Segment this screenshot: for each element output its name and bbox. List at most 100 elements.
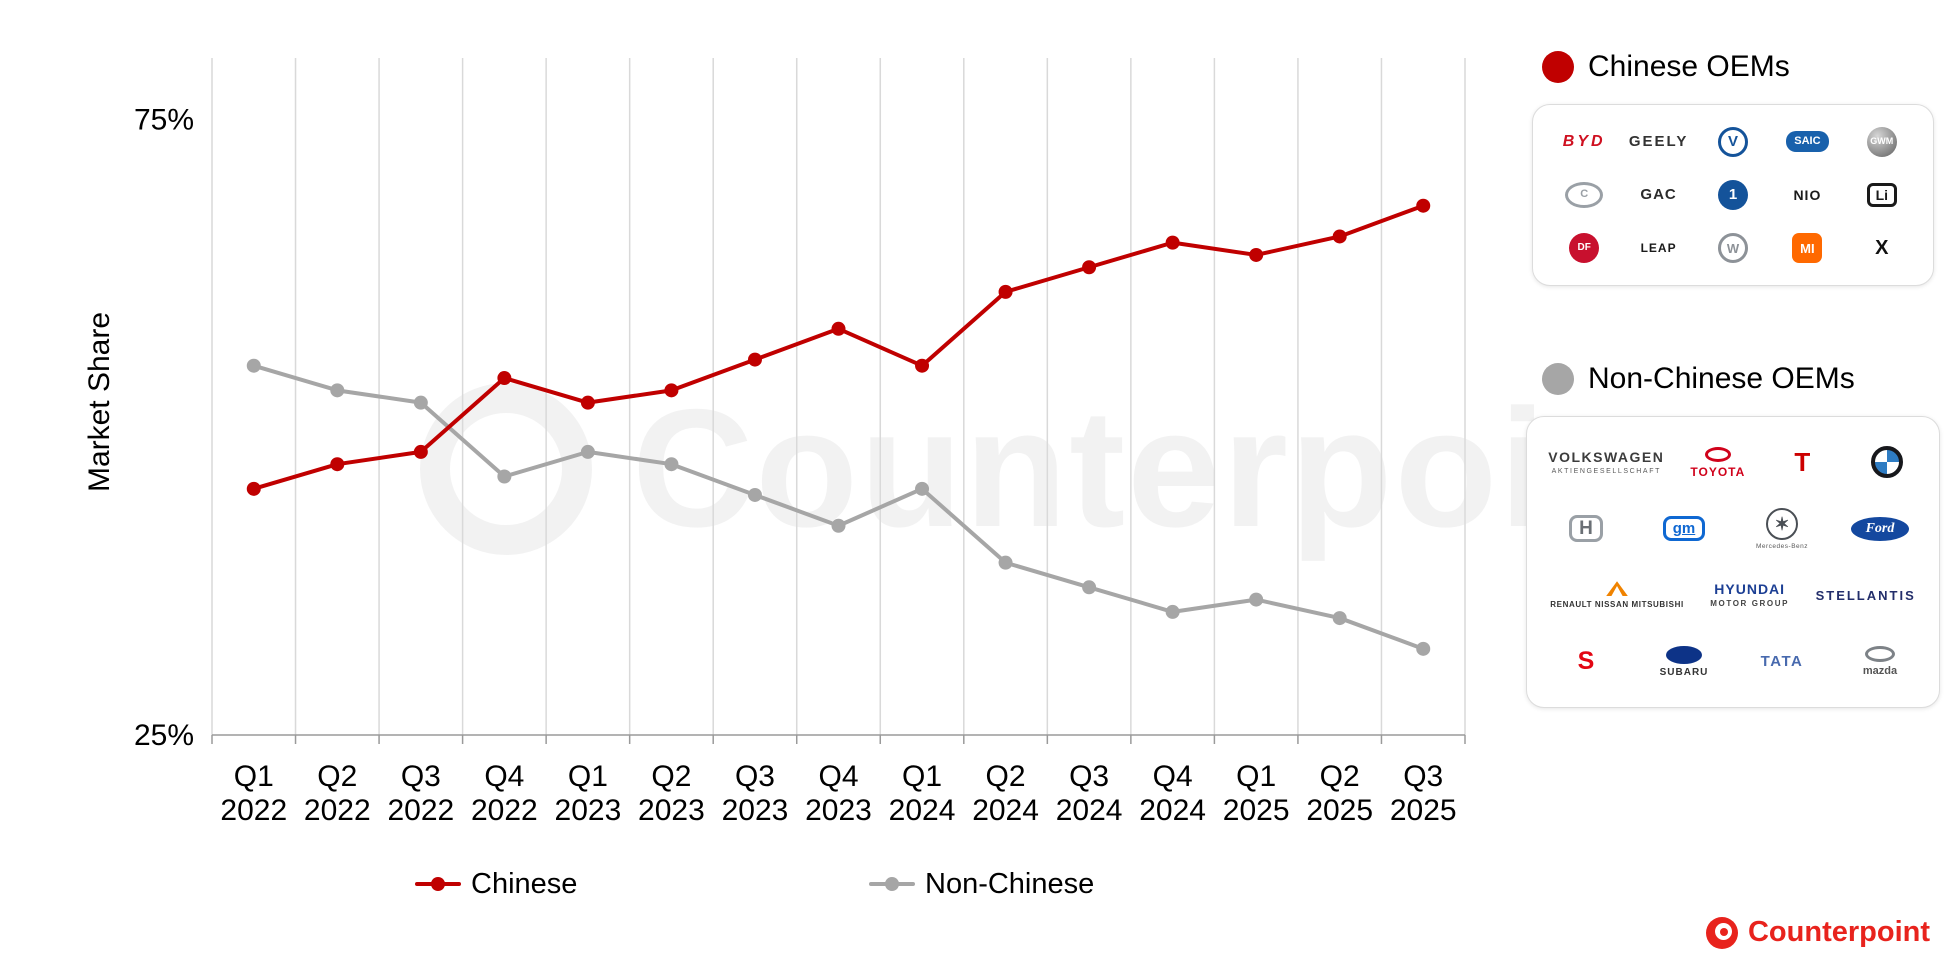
x-tick-label: Q3 2022	[387, 760, 454, 827]
logo-geely-icon: GEELY	[1628, 133, 1689, 151]
logo-byd-icon: BYD	[1562, 132, 1606, 150]
x-tick-label: Q3 2023	[722, 760, 789, 827]
data-point-chinese	[1332, 229, 1347, 244]
non-chinese-series-dot-icon	[885, 877, 899, 891]
chinese-series-dot-icon	[431, 877, 445, 891]
data-point-chinese	[580, 395, 595, 410]
non-chinese-oems-header: Non-Chinese OEMs	[1542, 362, 1855, 396]
legend-item-non-chinese: Non-Chinese	[869, 864, 1094, 904]
chinese-series-marker-icon	[415, 877, 461, 891]
logo-great-wall-icon: GWM	[1851, 117, 1913, 167]
logo-tata-icon: TATA	[1760, 653, 1804, 671]
logo-faw-icon: 1	[1702, 170, 1764, 220]
data-point-chinese	[1249, 247, 1264, 262]
logo-tesla-icon: T	[1794, 447, 1811, 478]
x-tick-label: Q1 2022	[220, 760, 287, 827]
data-point-non-chinese	[915, 481, 930, 496]
data-point-non-chinese	[831, 518, 846, 533]
data-point-chinese	[998, 284, 1013, 299]
data-point-non-chinese	[1416, 641, 1431, 656]
logo-ford-icon: Ford	[1849, 504, 1911, 554]
logo-toyota-icon: TOYOTA	[1687, 437, 1749, 487]
x-tick-label: Q1 2023	[555, 760, 622, 827]
data-point-chinese	[831, 321, 846, 336]
data-point-chinese	[1082, 260, 1097, 275]
data-point-non-chinese	[1165, 604, 1180, 619]
chart-legend: Chinese Non-Chinese	[0, 864, 1500, 904]
data-point-non-chinese	[998, 555, 1013, 570]
x-tick-label: Q2 2024	[972, 760, 1039, 827]
logo-xiaomi-icon: MI	[1776, 223, 1838, 273]
logo-gm-icon: gm	[1653, 504, 1715, 554]
logo-honda-icon: H	[1555, 504, 1617, 554]
x-tick-label: Q4 2023	[805, 760, 872, 827]
data-point-non-chinese	[413, 395, 428, 410]
x-tick-label: Q3 2024	[1056, 760, 1123, 827]
legend-label-chinese: Chinese	[471, 867, 578, 900]
logo-renault-nissan-mitsubishi-icon: RENAULT NISSAN MITSUBISHI	[1550, 570, 1684, 620]
logo-dongfeng-icon: DF	[1553, 223, 1615, 273]
logo-suzuki-icon: S	[1577, 647, 1595, 676]
data-point-chinese	[246, 481, 261, 496]
counterpoint-branding: Counterpoint	[1705, 916, 1930, 949]
data-point-chinese	[747, 352, 762, 367]
legend-label-non-chinese: Non-Chinese	[925, 867, 1095, 900]
data-point-non-chinese	[497, 469, 512, 484]
chinese-oems-dot-icon	[1542, 51, 1574, 83]
x-tick-label: Q1 2024	[889, 760, 956, 827]
non-chinese-logo-row: RENAULT NISSAN MITSUBISHI HYUNDAI MOTOR GR…	[1537, 570, 1929, 620]
non-chinese-series-marker-icon	[869, 877, 915, 891]
logo-li-auto-icon: Li	[1851, 170, 1913, 220]
logo-stellantis-icon: STELLANTIS	[1815, 587, 1916, 603]
y-tick-label: 25%	[134, 719, 194, 752]
logo-changan-icon: V	[1702, 117, 1764, 167]
data-point-chinese	[330, 457, 345, 472]
non-chinese-oems-dot-icon	[1542, 363, 1574, 395]
data-point-non-chinese	[246, 358, 261, 373]
data-point-non-chinese	[1249, 592, 1264, 607]
logo-leapmotor-icon: LEAP	[1640, 241, 1677, 256]
data-point-non-chinese	[330, 383, 345, 398]
data-point-chinese	[915, 358, 930, 373]
data-point-non-chinese	[747, 487, 762, 502]
y-tick-label: 75%	[134, 104, 194, 137]
data-point-chinese	[1416, 198, 1431, 213]
logo-mercedes-icon: ✶ Mercedes-Benz	[1751, 504, 1813, 554]
counterpoint-logo-icon	[1705, 916, 1738, 949]
logo-hyundai-icon: HYUNDAI MOTOR GROUP	[1710, 581, 1790, 609]
x-tick-label: Q2 2022	[304, 760, 371, 827]
data-point-chinese	[664, 383, 679, 398]
series-line-non-chinese	[251, 363, 1426, 651]
x-tick-label: Q2 2025	[1306, 760, 1373, 827]
gridlines	[211, 58, 1466, 744]
logo-wuling-icon: W	[1702, 223, 1764, 273]
x-tick-label: Q4 2022	[471, 760, 538, 827]
logo-saic-icon: SAIC	[1776, 117, 1838, 167]
x-tick-label: Q3 2025	[1390, 760, 1457, 827]
x-tick-label: Q4 2024	[1139, 760, 1206, 827]
x-tick-label: Q2 2023	[638, 760, 705, 827]
x-tick-label: Q1 2025	[1223, 760, 1290, 827]
chinese-oems-logo-box: BYD GEELY V SAIC GWM C GAC 1 NIO Li DF LEAP W MI X	[1532, 104, 1934, 286]
data-point-chinese	[1165, 235, 1180, 250]
chinese-oems-header: Chinese OEMs	[1542, 50, 1790, 84]
non-chinese-logo-row: VOLKSWAGEN AKTIENGESELLSCHAFT TOYOTA T	[1537, 437, 1929, 487]
logo-bmw-icon	[1856, 437, 1918, 487]
logo-volkswagen-icon: VOLKSWAGEN AKTIENGESELLSCHAFT	[1548, 448, 1665, 475]
non-chinese-oems-title: Non-Chinese OEMs	[1588, 362, 1855, 395]
logo-gac-icon: GAC	[1640, 186, 1677, 204]
data-point-chinese	[413, 444, 428, 459]
legend-item-chinese: Chinese	[415, 864, 577, 904]
logo-chery-icon: C	[1553, 170, 1615, 220]
non-chinese-logo-row: S SUBARU TATA mazda	[1537, 637, 1929, 687]
data-point-non-chinese	[580, 444, 595, 459]
logo-subaru-icon: SUBARU	[1653, 637, 1715, 687]
logo-mazda-icon: mazda	[1849, 637, 1911, 687]
data-point-non-chinese	[664, 457, 679, 472]
counterpoint-logo-text: Counterpoint	[1747, 916, 1930, 948]
series-line-chinese	[251, 203, 1426, 491]
data-point-chinese	[497, 371, 512, 386]
